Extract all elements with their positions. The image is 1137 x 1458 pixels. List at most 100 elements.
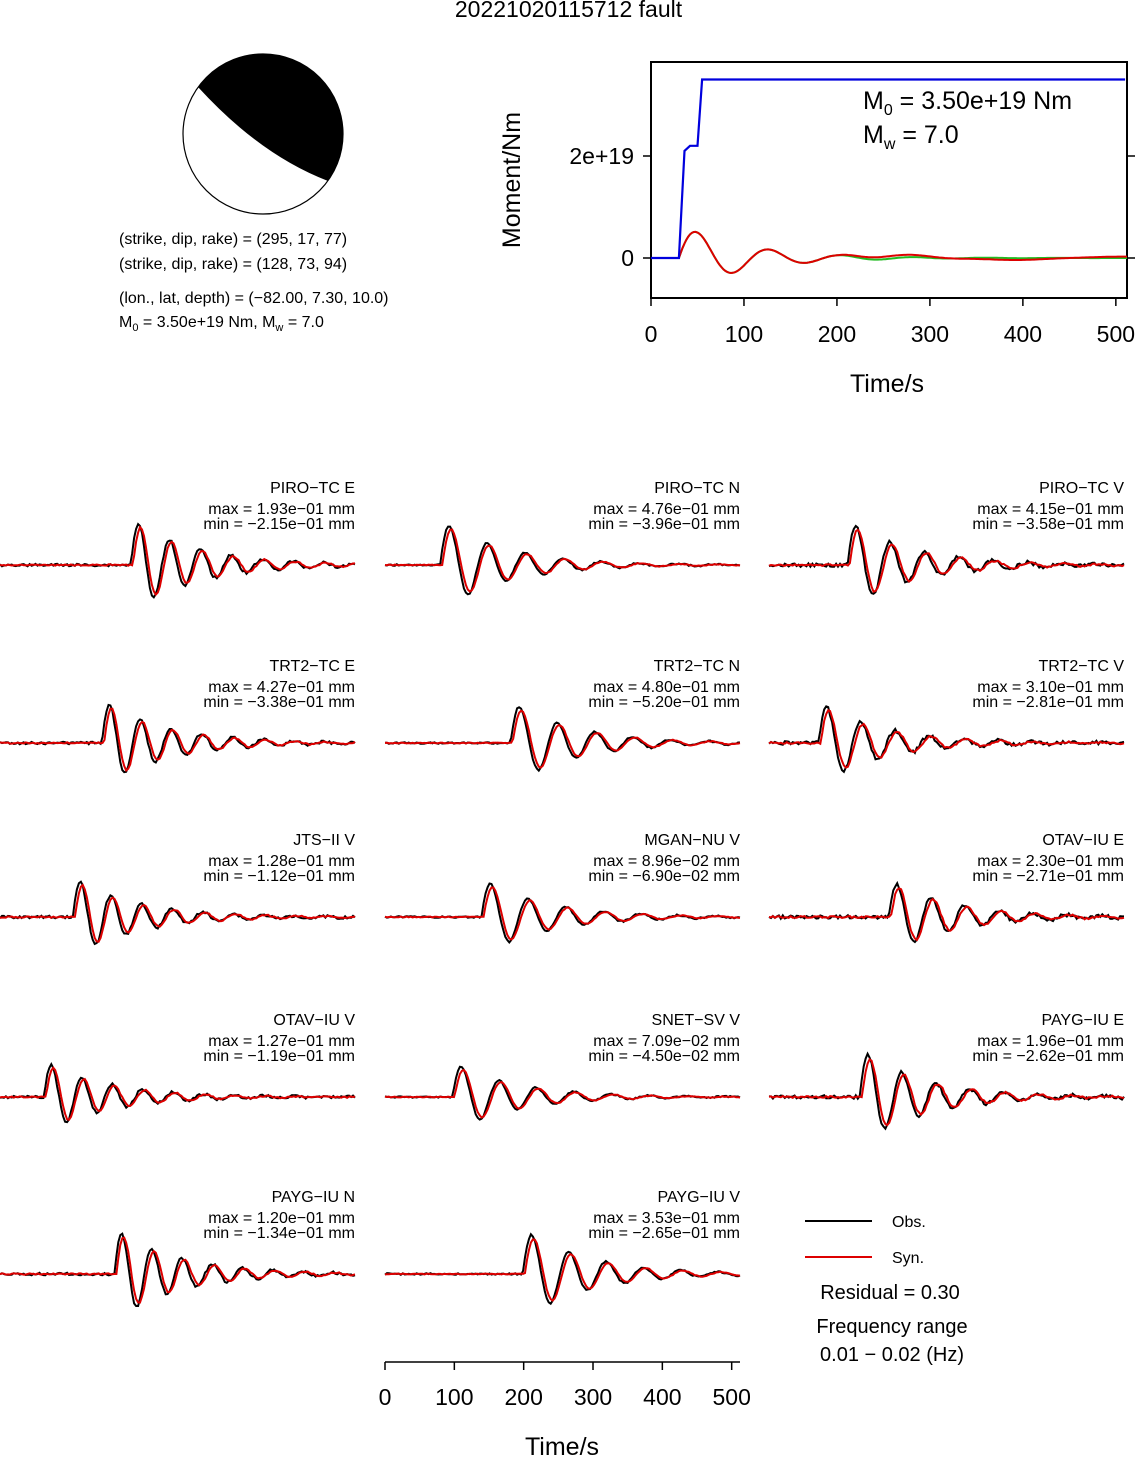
observed-trace — [384, 525, 741, 596]
station-min: min = −4.50e−02 mm — [588, 1048, 740, 1065]
station-min: min = −2.81e−01 mm — [972, 694, 1124, 711]
station-min: min = −1.19e−01 mm — [203, 1048, 355, 1065]
observed-trace — [384, 1065, 741, 1121]
station-min: min = −3.96e−01 mm — [588, 516, 740, 533]
traces-x-tick-label: 500 — [712, 1384, 750, 1410]
legend-obs-label: Obs. — [892, 1214, 926, 1231]
station-max: max = 4.76e−01 mm — [593, 501, 740, 518]
stf-x-tick-label: 200 — [818, 321, 856, 347]
observed-trace — [384, 1232, 741, 1306]
station-name: SNET−SV V — [652, 1012, 741, 1029]
station-max: max = 3.53e−01 mm — [593, 1210, 740, 1227]
station-name: PAYG−IU V — [657, 1189, 740, 1206]
synthetic-trace — [0, 524, 356, 597]
observed-trace — [0, 880, 356, 946]
mechanism-line-1: (strike, dip, rake) = (295, 17, 77) — [119, 231, 348, 248]
cumulative-moment-curve — [651, 78, 1126, 260]
stf-y-tick-label: 2e+19 — [569, 143, 634, 169]
station-name: TRT2−TC V — [1039, 658, 1125, 675]
synthetic-trace — [384, 1068, 741, 1119]
mw-text: = 7.0 — [283, 314, 324, 331]
traces-x-tick-label: 200 — [504, 1384, 542, 1410]
station-max: max = 1.96e−01 mm — [977, 1033, 1124, 1050]
stf-x-tick-label: 0 — [645, 321, 658, 347]
station-max: max = 4.80e−01 mm — [593, 679, 740, 696]
frequency-range-value: 0.01 − 0.02 (Hz) — [820, 1344, 964, 1366]
station-max: max = 7.09e−02 mm — [593, 1033, 740, 1050]
stf-y-tick-label: 0 — [621, 245, 634, 271]
legend-syn-label: Syn. — [892, 1250, 924, 1267]
station-min: min = −3.58e−01 mm — [972, 516, 1124, 533]
synthetic-trace — [385, 528, 741, 593]
beachball-compression-lobe — [198, 53, 344, 181]
focal-mechanism-beachball — [182, 53, 344, 215]
synthetic-trace — [384, 709, 741, 769]
stf-x-axis-label: Time/s — [850, 370, 924, 398]
observed-trace — [0, 703, 356, 774]
station-name: OTAV−IU E — [1042, 832, 1124, 849]
station-name: OTAV−IU V — [273, 1012, 355, 1029]
station-max: max = 1.27e−01 mm — [208, 1033, 355, 1050]
station-name: PIRO−TC V — [1039, 480, 1124, 497]
mw-sub: w — [275, 322, 284, 335]
page-title: 20221020115712 fault — [454, 0, 683, 22]
synthetic-trace — [768, 1057, 1125, 1127]
stf-x-tick-label: 100 — [725, 321, 763, 347]
traces-x-axis-label: Time/s — [525, 1433, 599, 1458]
station-max: max = 4.15e−01 mm — [977, 501, 1124, 518]
stf-x-tick-label: 300 — [911, 321, 949, 347]
station-name: PIRO−TC N — [654, 480, 740, 497]
synthetic-trace — [768, 528, 1125, 593]
moment-rate-red-curve — [651, 230, 1127, 275]
mechanism-moment: M0 = 3.50e+19 Nm, Mw = 7.0 — [119, 312, 324, 339]
observed-trace — [769, 1051, 1125, 1131]
traces-x-tick-label: 300 — [574, 1384, 612, 1410]
station-min: min = −3.38e−01 mm — [203, 694, 355, 711]
station-min: min = −2.65e−01 mm — [588, 1225, 740, 1242]
synthetic-trace — [0, 883, 356, 943]
mechanism-line-2: (strike, dip, rake) = (128, 73, 94) — [119, 256, 348, 273]
station-min: min = −1.12e−01 mm — [203, 868, 355, 885]
traces-x-tick-label: 100 — [435, 1384, 473, 1410]
moment-chart-frame — [650, 61, 1128, 299]
synthetic-trace — [384, 1238, 741, 1302]
synthetic-trace — [768, 708, 1125, 769]
m0-symbol: M — [119, 314, 133, 331]
station-name: TRT2−TC N — [654, 658, 740, 675]
station-min: min = −5.20e−01 mm — [588, 694, 740, 711]
station-min: min = −2.62e−01 mm — [972, 1048, 1124, 1065]
m0-text: = 3.50e+19 Nm, M — [138, 314, 276, 331]
station-max: max = 1.28e−01 mm — [208, 853, 355, 870]
station-min: min = −1.34e−01 mm — [203, 1225, 355, 1242]
stf-x-tick-label: 500 — [1097, 321, 1135, 347]
observed-trace — [385, 706, 740, 773]
observed-trace — [768, 705, 1125, 774]
stf-mw-annotation: Mw = 7.0 — [863, 121, 959, 153]
stf-x-tick-label: 400 — [1004, 321, 1042, 347]
station-max: max = 1.93e−01 mm — [208, 501, 355, 518]
station-min: min = −2.71e−01 mm — [972, 868, 1124, 885]
synthetic-trace — [384, 886, 741, 941]
station-max: max = 1.20e−01 mm — [208, 1210, 355, 1227]
stf-m0-annotation: M0 = 3.50e+19 Nm — [863, 87, 1072, 119]
station-name: TRT2−TC E — [270, 658, 356, 675]
station-max: max = 4.27e−01 mm — [208, 679, 355, 696]
traces-x-tick-label: 400 — [643, 1384, 681, 1410]
station-max: max = 2.30e−01 mm — [977, 853, 1124, 870]
residual-label: Residual = 0.30 — [820, 1282, 960, 1304]
observed-trace — [384, 882, 741, 944]
stf-y-axis-label: Moment/Nm — [498, 112, 526, 248]
